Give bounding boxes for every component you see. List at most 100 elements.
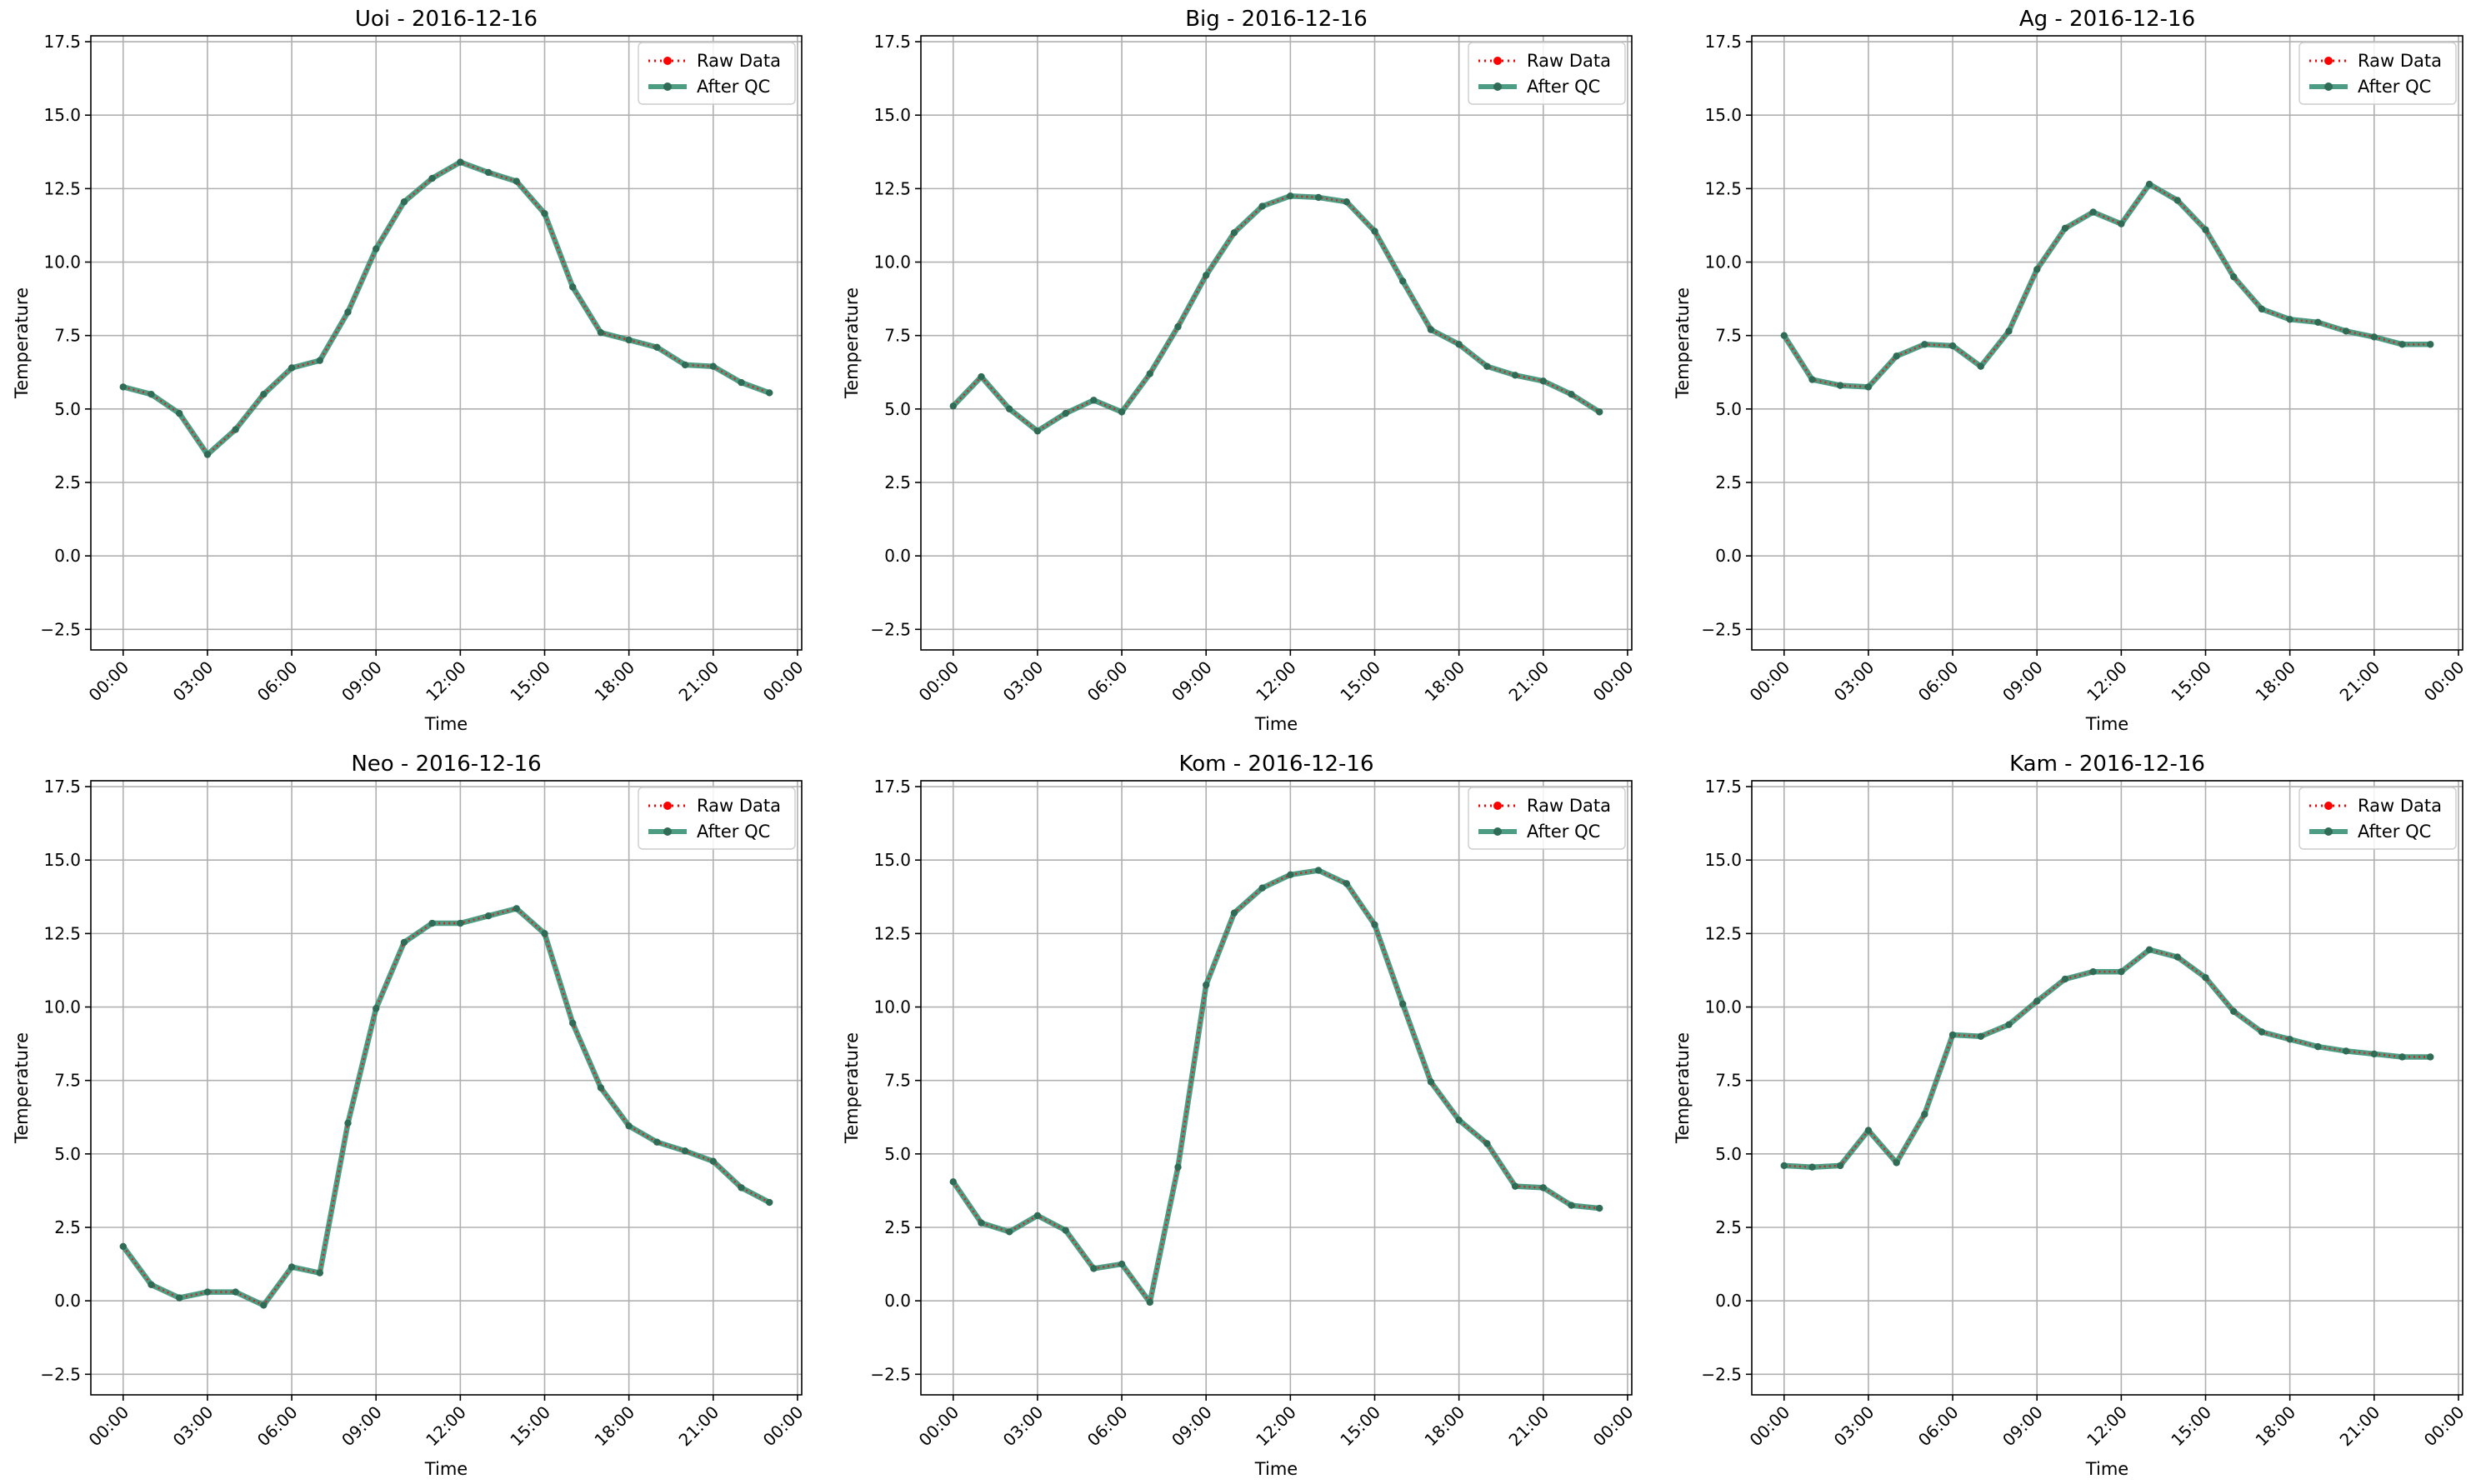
data-point-after-qc [681, 1147, 689, 1155]
x-tick-label: 21:00 [1505, 657, 1553, 706]
data-point-after-qc [1371, 921, 1378, 928]
series-line-after-qc [950, 192, 1603, 434]
data-point-after-qc [513, 177, 520, 185]
legend-label-raw-data: Raw Data [1527, 51, 1611, 71]
data-point-after-qc [2033, 997, 2041, 1005]
x-tick-label: 06:00 [1083, 1402, 1132, 1451]
data-point-after-qc [119, 383, 127, 391]
data-point-after-qc [2202, 974, 2209, 982]
x-tick-label: 03:00 [169, 1402, 218, 1451]
y-tick-label: 15.0 [43, 850, 81, 870]
series-line-raw-data [122, 907, 770, 1307]
data-point-after-qc [203, 1288, 212, 1296]
y-tick-label: 5.0 [884, 1144, 911, 1164]
data-point-after-qc [2286, 316, 2293, 323]
data-point-after-qc [1399, 1000, 1407, 1008]
data-point-after-qc [738, 1184, 745, 1192]
y-tick-label: 7.5 [884, 326, 911, 346]
data-point-after-qc [1837, 382, 1844, 389]
x-tick-label: 03:00 [1830, 1402, 1878, 1451]
y-axis-label: Temperature [842, 287, 862, 399]
data-point-after-qc [949, 402, 957, 410]
y-tick-label: 12.5 [873, 178, 911, 198]
data-point-after-qc [978, 372, 985, 381]
data-point-after-qc [653, 343, 661, 351]
y-tick-label: 12.5 [1704, 923, 1742, 943]
plot-area [949, 192, 1603, 435]
series-line-after-qc [120, 906, 773, 1308]
y-tick-label: 12.5 [43, 178, 81, 198]
axes-frame [90, 35, 803, 651]
x-tick-label: 03:00 [999, 657, 1048, 706]
y-tick-label: 2.5 [884, 1217, 911, 1237]
y-tick-label: 5.0 [54, 1144, 81, 1164]
y-tick-label: 7.5 [1715, 326, 1742, 346]
x-tick-label: 12:00 [2083, 1402, 2131, 1451]
chart-title: Kom - 2016-12-16 [1179, 752, 1374, 777]
x-tick-label: 03:00 [169, 657, 218, 706]
x-tick-label: 00:00 [1746, 1402, 1794, 1451]
legend: Raw Data After QC [638, 787, 796, 850]
data-point-after-qc [373, 1005, 380, 1012]
data-point-after-qc [2061, 224, 2069, 232]
x-tick-label: 18:00 [590, 657, 638, 706]
axes-frame [1751, 35, 2463, 651]
x-tick-label: 15:00 [2167, 657, 2215, 706]
legend-label-raw-data: Raw Data [697, 51, 781, 71]
x-tick-label: 15:00 [2167, 1402, 2215, 1451]
data-point-after-qc [2005, 1021, 2013, 1028]
x-tick-label: 18:00 [2251, 1402, 2299, 1451]
data-point-after-qc [681, 361, 689, 369]
data-point-after-qc [709, 362, 717, 370]
data-point-after-qc [1921, 1111, 1928, 1118]
x-tick-label: 00:00 [2420, 1402, 2468, 1451]
y-tick-label: 7.5 [54, 1071, 81, 1091]
data-point-after-qc [1090, 1265, 1098, 1272]
data-point-after-qc [2342, 1047, 2350, 1055]
chart-title: Big - 2016-12-16 [1185, 7, 1368, 32]
data-point-after-qc [1203, 981, 1210, 989]
data-point-after-qc [400, 938, 408, 947]
x-tick-label: 00:00 [759, 657, 808, 706]
y-tick-label: 15.0 [873, 105, 911, 125]
data-point-after-qc [428, 919, 436, 927]
x-tick-label: 21:00 [675, 1402, 723, 1451]
y-tick-label: 5.0 [54, 399, 81, 419]
data-point-after-qc [1343, 198, 1350, 206]
data-point-after-qc [176, 409, 183, 417]
y-tick-label: 15.0 [1704, 850, 1742, 870]
data-point-after-qc [2342, 327, 2350, 335]
data-point-after-qc [1174, 1163, 1182, 1171]
x-tick-label: 00:00 [1589, 657, 1638, 706]
data-point-after-qc [597, 1084, 605, 1092]
data-point-after-qc [738, 378, 745, 387]
data-point-after-qc [949, 1178, 957, 1186]
chart-title: Neo - 2016-12-16 [351, 752, 541, 777]
data-point-after-qc [541, 930, 548, 937]
legend-marker-after-qc [2324, 827, 2333, 836]
legend: Raw Data After QC [1468, 42, 1626, 105]
chart-panel: −2.5 0.0 2.5 5.0 7.5 10.0 12.5 15.0 17.5 00:00 03:… [1673, 752, 2468, 1479]
x-tick-label: 15:00 [1336, 657, 1384, 706]
data-point-after-qc [2370, 333, 2378, 341]
x-tick-label: 21:00 [675, 657, 723, 706]
data-point-after-qc [2286, 1036, 2293, 1043]
x-tick-label: 00:00 [85, 1402, 133, 1451]
axes-frame [1751, 780, 2463, 1396]
legend-marker-raw-data [1493, 802, 1502, 810]
data-point-after-qc [288, 1263, 296, 1271]
x-tick-label: 09:00 [1998, 657, 2047, 706]
legend: Raw Data After QC [1468, 787, 1626, 850]
series-line-after-qc [950, 867, 1603, 1306]
data-point-after-qc [1118, 1260, 1126, 1268]
x-tick-label: 18:00 [590, 1402, 638, 1451]
legend: Raw Data After QC [2298, 787, 2457, 850]
x-tick-label: 00:00 [85, 657, 133, 706]
x-tick-label: 12:00 [1252, 1402, 1300, 1451]
y-tick-label: 2.5 [54, 472, 81, 492]
axes-frame [920, 780, 1633, 1396]
chart-title: Ag - 2016-12-16 [2019, 7, 2195, 32]
y-tick-label: 0.0 [884, 546, 911, 566]
y-tick-label: −2.5 [40, 1364, 81, 1384]
